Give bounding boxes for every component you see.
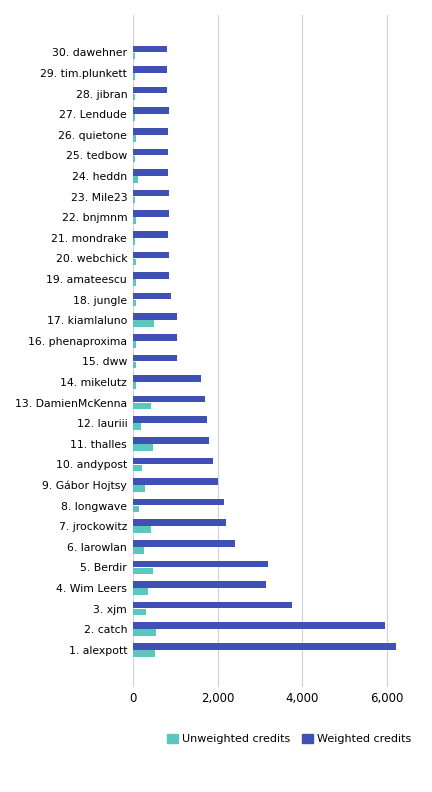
Bar <box>133 280 136 286</box>
Bar <box>133 458 213 464</box>
Bar <box>133 527 151 533</box>
Bar <box>133 630 156 636</box>
Bar <box>133 650 155 657</box>
Bar <box>133 355 177 361</box>
Bar <box>133 108 169 114</box>
Bar <box>133 52 135 59</box>
Bar <box>133 73 135 80</box>
Bar <box>133 417 207 423</box>
Bar <box>133 396 205 402</box>
Bar <box>133 568 152 574</box>
Bar <box>133 128 168 135</box>
Bar <box>133 155 135 162</box>
Bar <box>133 643 396 649</box>
Bar <box>133 46 167 52</box>
Bar <box>133 293 171 299</box>
Bar <box>133 602 292 608</box>
Bar <box>133 424 141 430</box>
Bar <box>133 499 224 505</box>
Bar <box>133 252 169 258</box>
Bar <box>133 93 135 101</box>
Bar <box>133 341 136 348</box>
Bar <box>133 67 168 73</box>
Bar <box>133 334 177 341</box>
Bar <box>133 300 137 307</box>
Bar <box>133 314 177 320</box>
Bar <box>133 135 136 142</box>
Bar <box>133 623 385 629</box>
Bar <box>133 520 226 526</box>
Bar <box>133 362 137 368</box>
Bar <box>133 437 209 444</box>
Bar <box>133 190 169 196</box>
Bar <box>133 540 235 546</box>
Bar <box>133 444 152 451</box>
Bar <box>133 375 200 382</box>
Bar <box>133 478 218 485</box>
Bar <box>133 169 168 176</box>
Bar <box>133 403 150 409</box>
Bar <box>133 321 154 327</box>
Bar <box>133 506 139 512</box>
Legend: Unweighted credits, Weighted credits: Unweighted credits, Weighted credits <box>162 729 416 748</box>
Bar <box>133 114 135 121</box>
Bar <box>133 609 146 615</box>
Bar <box>133 259 136 265</box>
Bar <box>133 561 268 567</box>
Bar <box>133 581 267 588</box>
Bar <box>133 485 145 492</box>
Bar <box>133 383 136 389</box>
Bar <box>133 196 135 204</box>
Bar <box>133 547 144 554</box>
Bar <box>133 272 169 279</box>
Bar <box>133 149 168 155</box>
Bar <box>133 176 138 183</box>
Bar <box>133 588 148 595</box>
Bar <box>133 465 143 471</box>
Bar <box>133 217 136 224</box>
Bar <box>133 211 169 217</box>
Bar <box>133 87 167 93</box>
Bar <box>133 231 168 238</box>
Bar <box>133 238 136 245</box>
